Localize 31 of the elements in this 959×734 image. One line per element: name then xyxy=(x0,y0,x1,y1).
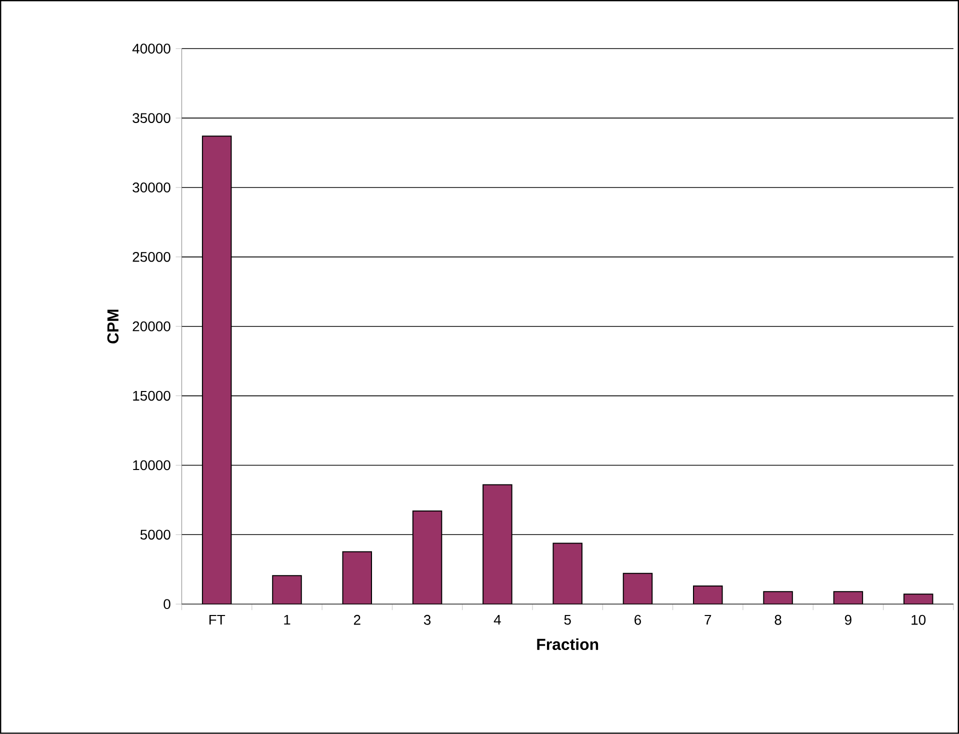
bar xyxy=(482,484,512,604)
x-axis-title: Fraction xyxy=(537,638,598,650)
y-tick-label: 25000 xyxy=(132,252,170,262)
bar xyxy=(552,542,582,604)
bar xyxy=(693,586,723,604)
y-tick-label: 30000 xyxy=(132,182,170,193)
x-tick-label: 3 xyxy=(424,615,431,625)
bar xyxy=(412,510,442,604)
bar xyxy=(272,575,302,604)
y-tick-label: 10000 xyxy=(133,460,170,470)
y-tick-label: 35000 xyxy=(132,113,170,124)
x-tick-label: 7 xyxy=(704,615,712,625)
bar xyxy=(764,592,792,604)
y-tick-label: 5000 xyxy=(140,530,170,540)
x-tick-label: 10 xyxy=(912,615,926,625)
x-tick-label: 4 xyxy=(494,615,501,625)
y-tick-label: 15000 xyxy=(133,390,170,401)
x-tick-label: 5 xyxy=(564,615,571,625)
x-tick-label: 1 xyxy=(284,615,290,625)
bar xyxy=(622,572,653,604)
y-axis-title: CPM xyxy=(107,310,119,344)
x-tick-label: 9 xyxy=(844,615,852,625)
x-tick-label: 6 xyxy=(634,615,641,625)
bar xyxy=(342,551,372,604)
x-tick-label: 2 xyxy=(354,615,360,625)
x-tick-label: FT xyxy=(209,615,226,625)
y-tick-label: 20000 xyxy=(132,321,170,332)
y-tick-label: 40000 xyxy=(132,44,170,54)
x-tick-label: 8 xyxy=(774,615,782,625)
y-tick-label: 0 xyxy=(164,599,170,610)
bar xyxy=(202,136,232,604)
